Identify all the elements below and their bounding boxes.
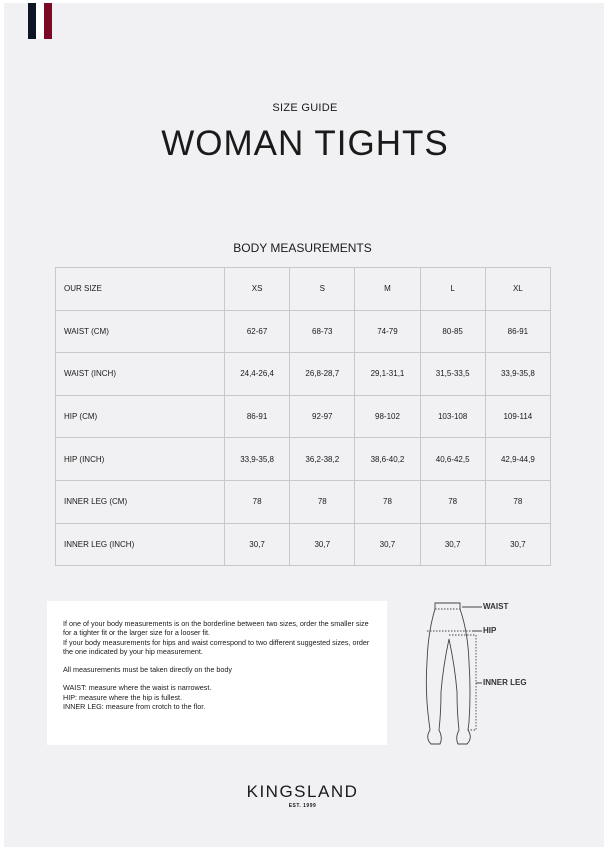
inner-leg-label: INNER LEG bbox=[483, 678, 527, 687]
table-cell: 98-102 bbox=[354, 394, 421, 439]
table-cell: 30,7 bbox=[289, 522, 356, 567]
table-cell: 62-67 bbox=[223, 309, 291, 354]
row-label: INNER LEG (INCH) bbox=[55, 522, 225, 567]
table-cell: 30,7 bbox=[354, 522, 421, 567]
table-cell: 30,7 bbox=[419, 522, 486, 567]
table-row: INNER LEG (CM) 78 78 78 78 78 bbox=[55, 479, 552, 524]
size-table: OUR SIZE XS S M L XL WAIST (CM) 62-67 68-73 74-79… bbox=[55, 267, 552, 567]
column-header: OUR SIZE bbox=[55, 267, 225, 311]
column-header: M bbox=[354, 267, 421, 311]
table-cell: 78 bbox=[223, 479, 291, 524]
table-row: WAIST (CM) 62-67 68-73 74-79 80-85 86-91 bbox=[55, 309, 552, 354]
note-text: All measurements must be taken directly … bbox=[63, 665, 232, 675]
table-cell: 109-114 bbox=[484, 394, 552, 439]
table-cell: 38,6-40,2 bbox=[354, 437, 421, 481]
brand-est: EST. 1999 bbox=[288, 803, 317, 809]
table-cell: 24,4-26,4 bbox=[223, 352, 291, 396]
table-row: INNER LEG (INCH) 30,7 30,7 30,7 30,7 30,7 bbox=[55, 522, 552, 567]
column-header: S bbox=[289, 267, 356, 311]
table-cell: 30,7 bbox=[223, 522, 291, 567]
waist-label: WAIST bbox=[483, 602, 509, 611]
table-cell: 31,5-33,5 bbox=[419, 352, 486, 396]
row-label: HIP (INCH) bbox=[55, 437, 225, 481]
row-label: WAIST (CM) bbox=[55, 309, 225, 354]
table-row: WAIST (INCH) 24,4-26,4 26,8-28,7 29,1-31,1 3… bbox=[55, 352, 552, 396]
note-text: WAIST: measure where the waist is narrow… bbox=[63, 683, 212, 693]
hip-label: HIP bbox=[483, 626, 497, 635]
table-cell: 42,9-44,9 bbox=[484, 437, 552, 481]
table-cell: 33,9-35,8 bbox=[484, 352, 552, 396]
table-cell: 74-79 bbox=[354, 309, 421, 354]
table-cell: 78 bbox=[484, 479, 552, 524]
row-label: WAIST (INCH) bbox=[55, 352, 225, 396]
table-header-row: OUR SIZE XS S M L XL bbox=[55, 267, 552, 311]
table-cell: 92-97 bbox=[289, 394, 356, 439]
table-cell: 78 bbox=[419, 479, 486, 524]
note-text: If your body measurements for hips and w… bbox=[63, 637, 370, 656]
table-cell: 30,7 bbox=[484, 522, 552, 567]
table-cell: 80-85 bbox=[419, 309, 486, 354]
row-label: HIP (CM) bbox=[55, 394, 225, 439]
table-cell: 78 bbox=[289, 479, 356, 524]
column-header: XL bbox=[484, 267, 552, 311]
flag-stripe-navy bbox=[28, 3, 36, 39]
brand-flag bbox=[28, 3, 52, 39]
table-cell: 26,8-28,7 bbox=[289, 352, 356, 396]
table-row: HIP (INCH) 33,9-35,8 36,2-38,2 38,6-40,2 40,… bbox=[55, 437, 552, 481]
table-cell: 78 bbox=[354, 479, 421, 524]
table-cell: 36,2-38,2 bbox=[289, 437, 356, 481]
measurement-notes: If one of your body measurements is on t… bbox=[47, 601, 387, 745]
section-title: BODY MEASUREMENTS bbox=[233, 241, 372, 255]
table-cell: 40,6-42,5 bbox=[419, 437, 486, 481]
page-title: WOMAN TIGHTS bbox=[161, 124, 449, 163]
column-header: XS bbox=[223, 267, 291, 311]
table-row: HIP (CM) 86-91 92-97 98-102 103-108 109-114 bbox=[55, 394, 552, 439]
table-cell: 103-108 bbox=[419, 394, 486, 439]
note-text: INNER LEG: measure from crotch to the fl… bbox=[63, 702, 206, 712]
table-cell: 86-91 bbox=[484, 309, 552, 354]
brand-logo: KINGSLAND bbox=[246, 782, 359, 801]
tights-diagram: WAIST HIP INNER LEG bbox=[405, 592, 545, 752]
table-cell: 68-73 bbox=[289, 309, 356, 354]
row-label: INNER LEG (CM) bbox=[55, 479, 225, 524]
note-text: If one of your body measurements is on t… bbox=[63, 619, 369, 638]
page-subtitle: SIZE GUIDE bbox=[272, 102, 338, 114]
note-text: HIP: measure where the hip is fullest. bbox=[63, 692, 183, 702]
flag-stripe-white bbox=[36, 3, 44, 39]
table-cell: 33,9-35,8 bbox=[223, 437, 291, 481]
table-cell: 86-91 bbox=[223, 394, 291, 439]
flag-stripe-red bbox=[44, 3, 52, 39]
column-header: L bbox=[419, 267, 486, 311]
table-cell: 29,1-31,1 bbox=[354, 352, 421, 396]
tights-illustration bbox=[425, 602, 482, 745]
